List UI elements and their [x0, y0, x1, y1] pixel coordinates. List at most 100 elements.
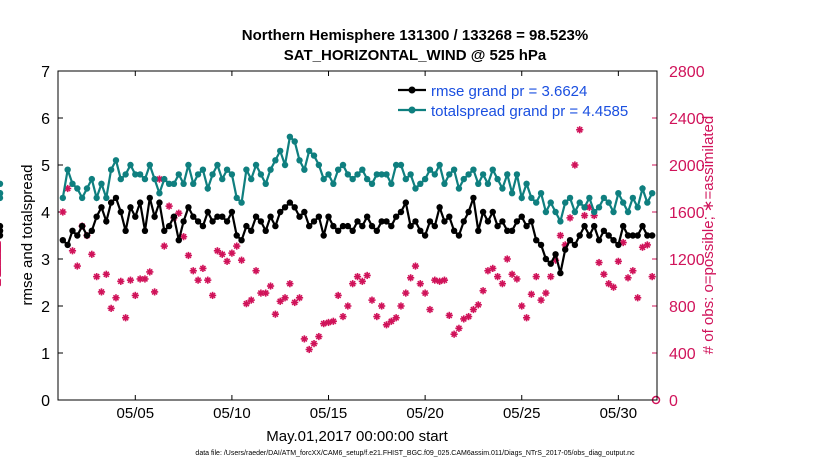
- rmse-point: [190, 213, 197, 220]
- totalspread-point: [591, 208, 598, 216]
- chart-title-line1: Northern Hemisphere 131300 / 133268 = 98…: [241, 27, 589, 44]
- legend-marker-rmse: [408, 86, 416, 94]
- obs-assimilated-marker: [310, 340, 318, 348]
- obs-assimilated-marker: [315, 332, 323, 341]
- obs-assimilated-marker: [465, 312, 473, 321]
- rmse-point: [344, 222, 352, 230]
- obs-assimilated-marker: [208, 291, 217, 300]
- totalspread-point: [296, 157, 303, 164]
- rmse-point: [446, 213, 453, 220]
- obs-assimilated-marker: [68, 247, 77, 255]
- obs-assimilated-marker: [199, 264, 207, 272]
- rmse-point: [175, 237, 182, 244]
- obs-assimilated-marker: [392, 314, 400, 322]
- totalspread-point: [349, 175, 356, 183]
- obs-assimilated-marker: [382, 321, 391, 329]
- totalspread-point: [78, 194, 86, 202]
- legend-label-rmse: rmse grand pr = 3.6624: [431, 83, 587, 100]
- obs-assimilated-marker: [247, 296, 255, 304]
- rmse-point: [417, 227, 424, 234]
- rmse-point: [74, 232, 81, 239]
- right-axis-tick-label: 400: [669, 346, 696, 363]
- rmse-point: [146, 194, 153, 202]
- totalspread-point: [629, 194, 637, 202]
- obs-assimilated-marker: [522, 314, 531, 322]
- totalspread-point: [0, 180, 4, 187]
- totalspread-point: [267, 166, 274, 173]
- right-axis-tick-label: 800: [669, 299, 696, 316]
- totalspread-point: [600, 194, 608, 202]
- totalspread-point: [518, 194, 525, 202]
- totalspread-point: [194, 171, 202, 178]
- obs-assimilated-marker: [440, 276, 449, 284]
- right-axis-tick-label: 2800: [669, 64, 705, 81]
- totalspread-point: [117, 175, 124, 183]
- totalspread-point: [533, 199, 540, 206]
- obs-assimilated-marker: [141, 275, 149, 283]
- obs-assimilated-marker: [184, 251, 193, 260]
- rmse-point: [165, 222, 173, 230]
- totalspread-point: [310, 152, 318, 159]
- rmse-point: [615, 241, 622, 249]
- totalspread-point: [359, 166, 366, 173]
- legend-marker-totalspread: [408, 106, 416, 114]
- rmse-point: [489, 208, 496, 216]
- totalspread-point: [165, 180, 173, 187]
- obs-assimilated-marker: [358, 277, 366, 285]
- totalspread-point: [305, 147, 313, 155]
- totalspread-point: [499, 185, 506, 192]
- totalspread-point: [455, 185, 463, 192]
- rmse-point: [267, 213, 274, 220]
- obs-assimilated-marker: [600, 270, 608, 278]
- legend: rmse grand pr = 3.6624 totalspread grand …: [398, 83, 628, 120]
- totalspread-point: [93, 194, 100, 202]
- obs-assimilated-marker: [349, 280, 357, 288]
- totalspread-point: [325, 171, 332, 178]
- totalspread-point: [552, 208, 559, 216]
- totalspread-point: [248, 175, 255, 183]
- left-axis-tick-label: 6: [41, 111, 50, 128]
- totalspread-point: [547, 199, 554, 206]
- totalspread-point: [644, 199, 651, 206]
- totalspread-point: [421, 175, 429, 183]
- rmse-point: [0, 232, 4, 239]
- obs-assimilated-marker: [339, 312, 347, 321]
- obs-assimilated-marker: [368, 296, 376, 304]
- data-file-footer: data file: /Users/raeder/DAI/ATM_forcXX/…: [195, 450, 635, 457]
- totalspread-point: [383, 171, 390, 178]
- rmse-point: [262, 227, 269, 234]
- totalspread-point: [141, 175, 149, 183]
- rmse-point: [98, 204, 105, 211]
- rmse-point: [644, 232, 651, 239]
- rmse-point: [494, 222, 501, 230]
- totalspread-point: [475, 180, 482, 187]
- obs-assimilated-marker: [643, 241, 651, 249]
- obs-assimilated-marker: [93, 273, 101, 281]
- obs-assimilated-marker: [532, 273, 540, 281]
- totalspread-point: [243, 166, 250, 173]
- totalspread-point: [407, 171, 414, 178]
- rmse-point: [441, 218, 448, 225]
- rmse-point: [571, 241, 579, 249]
- rmse-point: [624, 232, 632, 239]
- obs-assimilated-marker: [373, 312, 381, 321]
- obs-assimilated-marker: [387, 317, 395, 325]
- rmse-point: [475, 227, 482, 234]
- obs-assimilated-marker: [266, 282, 275, 290]
- obs-assimilated-marker: [605, 280, 613, 288]
- totalspread-point: [392, 161, 400, 169]
- totalspread-point: [277, 147, 284, 155]
- obs-assimilated-marker: [508, 270, 516, 278]
- totalspread-point: [436, 161, 443, 169]
- obs-assimilated-marker: [498, 280, 507, 288]
- rmse-point: [161, 227, 168, 234]
- obs-assimilated-marker: [527, 290, 536, 298]
- obs-assimilated-marker: [450, 330, 458, 338]
- totalspread-point: [426, 166, 434, 173]
- totalspread-point: [151, 175, 158, 183]
- totalspread-point: [272, 157, 279, 164]
- totalspread-point: [209, 171, 216, 178]
- rmse-point: [310, 218, 318, 225]
- totalspread-point: [262, 180, 269, 187]
- obs-assimilated-marker: [228, 249, 236, 257]
